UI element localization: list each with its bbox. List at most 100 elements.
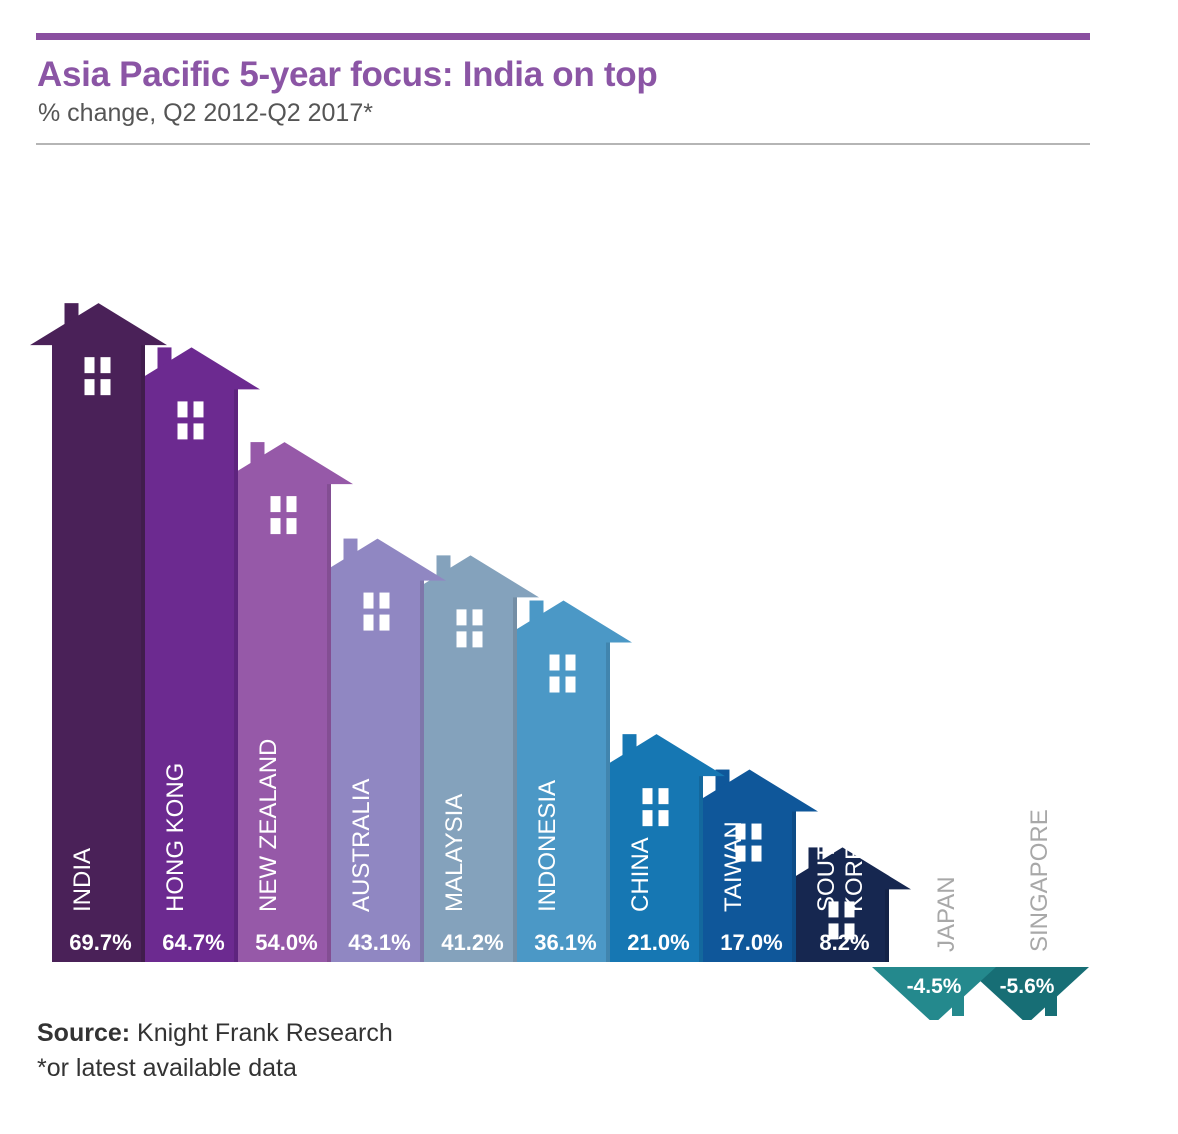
value-label: 36.1% <box>534 930 596 955</box>
window-pane <box>177 401 188 418</box>
window-pane <box>84 379 95 396</box>
category-label: SOUTH <box>813 828 840 912</box>
bar-house <box>309 538 446 962</box>
window-pane <box>177 423 188 440</box>
house-bar-chart: -5.6% SINGAPORE -4.5% JAPAN 8.2% SOUTH KOREA 17… <box>30 303 1089 1020</box>
category-label: KOREA <box>841 828 868 912</box>
bar-shadow <box>141 345 145 962</box>
window-pane <box>642 788 653 805</box>
window-pane <box>828 923 839 940</box>
value-label: -5.6% <box>1000 975 1055 998</box>
window-pane <box>565 676 576 693</box>
window-pane <box>472 631 483 648</box>
window-pane <box>735 845 746 862</box>
house-taiwan: 17.0% TAIWAN <box>681 769 818 962</box>
footer: Source: Knight Frank Research *or latest… <box>37 1016 393 1086</box>
footnote: *or latest available data <box>37 1054 297 1082</box>
bar-house <box>681 769 818 962</box>
house-new-zealand: 54.0% NEW ZEALAND <box>216 442 353 963</box>
window-pane <box>270 496 281 513</box>
window-pane <box>286 496 297 513</box>
category-label: TAIWAN <box>720 821 747 912</box>
value-label: 54.0% <box>255 930 317 955</box>
house-indonesia: 36.1% INDONESIA <box>495 600 632 962</box>
window-pane <box>751 823 762 840</box>
category-label: INDIA <box>69 848 96 912</box>
bar-shadow <box>885 889 889 962</box>
window-pane <box>472 609 483 626</box>
window-pane <box>100 379 111 396</box>
value-label: 17.0% <box>720 930 782 955</box>
source-label: Source: <box>37 1019 131 1047</box>
value-label: 21.0% <box>627 930 689 955</box>
source-text: Knight Frank Research <box>137 1019 393 1047</box>
chimney <box>952 982 964 1016</box>
window-pane <box>456 631 467 648</box>
bar-shadow <box>699 776 703 962</box>
value-label: 8.2% <box>819 930 869 955</box>
chimney <box>1045 982 1057 1016</box>
category-label: HONG KONG <box>162 763 189 912</box>
bar-house <box>495 600 632 962</box>
window-pane <box>456 609 467 626</box>
bar-house <box>402 555 539 962</box>
window-pane <box>363 592 374 609</box>
window-pane <box>844 901 855 918</box>
value-label: 43.1% <box>348 930 410 955</box>
category-label: AUSTRALIA <box>348 779 375 912</box>
bar-house-negative <box>965 967 1089 1020</box>
category-label: JAPAN <box>933 876 960 952</box>
window-pane <box>549 654 560 671</box>
window-pane <box>193 401 204 418</box>
chart-subtitle: % change, Q2 2012-Q2 2017* <box>38 99 373 127</box>
window-pane <box>549 676 560 693</box>
house-singapore: -5.6% SINGAPORE <box>965 809 1089 1020</box>
bar-shadow <box>234 389 238 962</box>
window-pane <box>286 518 297 535</box>
house-hong-kong: 64.7% HONG KONG <box>123 347 260 962</box>
bar-house <box>588 734 725 962</box>
window-pane <box>735 823 746 840</box>
window-pane <box>270 518 281 535</box>
window-pane <box>379 592 390 609</box>
bar-shadow <box>513 597 517 962</box>
category-label: INDONESIA <box>534 780 561 912</box>
category-label: MALAYSIA <box>441 794 468 912</box>
bar-house <box>30 303 167 962</box>
house-malaysia: 41.2% MALAYSIA <box>402 555 539 962</box>
chart-title: Asia Pacific 5-year focus: India on top <box>37 55 658 94</box>
window-pane <box>193 423 204 440</box>
window-pane <box>658 810 669 827</box>
window-pane <box>379 614 390 631</box>
category-label: NEW ZEALAND <box>255 739 282 912</box>
window-pane <box>844 923 855 940</box>
value-label: -4.5% <box>907 975 962 998</box>
source-line: Source: Knight Frank Research <box>37 1016 393 1051</box>
bar-house <box>774 847 911 962</box>
bar-shadow <box>792 811 796 962</box>
window-pane <box>100 357 111 374</box>
window-pane <box>828 901 839 918</box>
category-label: CHINA <box>627 837 654 912</box>
window-pane <box>84 357 95 374</box>
bar-house <box>216 442 353 963</box>
bar-shadow <box>420 580 424 962</box>
category-label: SINGAPORE <box>1026 809 1053 952</box>
top-rule <box>36 33 1090 40</box>
house-japan: -4.5% JAPAN <box>872 876 996 1020</box>
value-label: 64.7% <box>162 930 224 955</box>
house-south-korea: 8.2% SOUTH KOREA <box>774 828 911 962</box>
window-pane <box>658 788 669 805</box>
bar-shadow <box>327 484 331 962</box>
window-pane <box>751 845 762 862</box>
bar-house <box>123 347 260 962</box>
bar-shadow <box>606 642 610 962</box>
window-pane <box>642 810 653 827</box>
value-label: 69.7% <box>69 930 131 955</box>
window-pane <box>565 654 576 671</box>
house-china: 21.0% CHINA <box>588 734 725 962</box>
house-india: 69.7% INDIA <box>30 303 167 962</box>
window-pane <box>363 614 374 631</box>
bar-house-negative <box>872 967 996 1020</box>
house-australia: 43.1% AUSTRALIA <box>309 538 446 962</box>
